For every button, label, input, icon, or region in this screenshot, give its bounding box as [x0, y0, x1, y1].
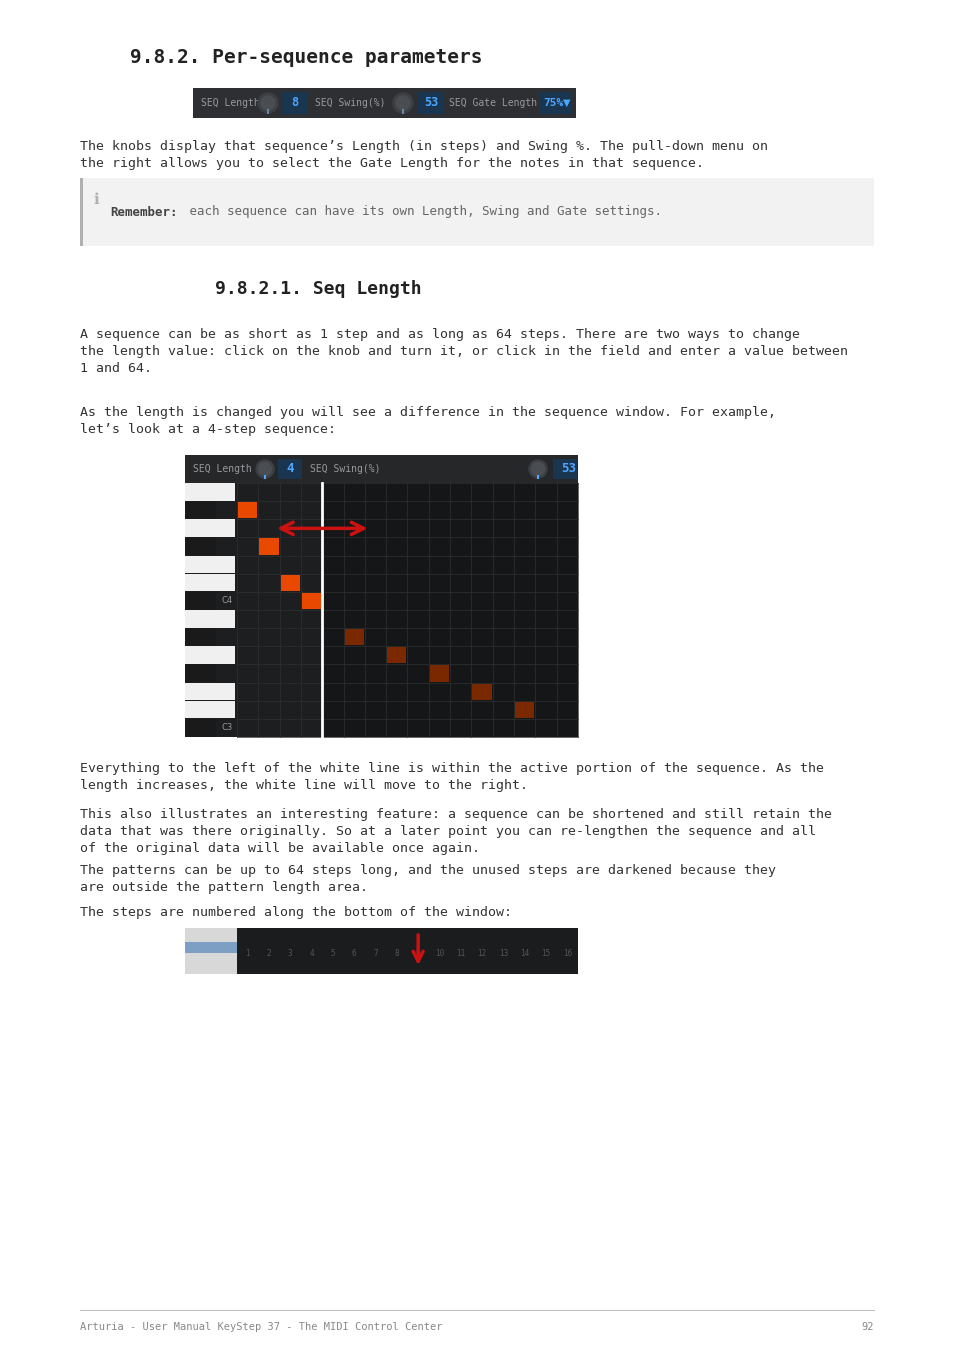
Bar	[185, 927, 236, 974]
Bar	[301, 593, 321, 609]
Text: 8: 8	[291, 96, 298, 110]
Circle shape	[258, 463, 272, 475]
Bar	[430, 665, 449, 681]
Bar	[282, 92, 308, 114]
Text: SEQ Length: SEQ Length	[201, 97, 259, 108]
Bar	[185, 483, 236, 737]
Text: 9.8.2.1. Seq Length: 9.8.2.1. Seq Length	[214, 280, 421, 298]
Text: 11: 11	[456, 949, 465, 957]
Circle shape	[529, 460, 546, 478]
Text: 3: 3	[288, 949, 293, 957]
Text: 9.8.2. Per-sequence parameters: 9.8.2. Per-sequence parameters	[130, 47, 482, 66]
Bar	[387, 647, 406, 663]
Text: are outside the pattern length area.: are outside the pattern length area.	[80, 881, 368, 894]
Bar	[185, 927, 578, 974]
Text: 15: 15	[541, 949, 550, 957]
Bar	[280, 574, 299, 590]
Text: C3: C3	[221, 723, 233, 733]
Bar	[80, 177, 83, 246]
Bar	[185, 483, 234, 501]
Text: 5: 5	[331, 949, 335, 957]
Text: each sequence can have its own Length, Swing and Gate settings.: each sequence can have its own Length, S…	[182, 206, 661, 218]
Text: 9: 9	[416, 949, 420, 957]
Text: 10: 10	[435, 949, 444, 957]
Bar	[185, 646, 234, 663]
Text: data that was there originally. So at a later point you can re-lengthen the sequ: data that was there originally. So at a …	[80, 825, 815, 838]
Bar	[259, 539, 278, 555]
Text: A sequence can be as short as 1 step and as long as 64 steps. There are two ways: A sequence can be as short as 1 step and…	[80, 328, 800, 341]
Bar	[185, 942, 236, 953]
Text: let’s look at a 4-step sequence:: let’s look at a 4-step sequence:	[80, 422, 335, 436]
Bar	[322, 483, 578, 737]
Bar	[193, 88, 576, 118]
Bar	[185, 592, 216, 609]
Circle shape	[395, 96, 410, 110]
Text: 8: 8	[395, 949, 398, 957]
Bar	[185, 611, 234, 628]
Bar	[538, 92, 571, 114]
Text: The steps are numbered along the bottom of the window:: The steps are numbered along the bottom …	[80, 906, 512, 919]
Text: of the original data will be available once again.: of the original data will be available o…	[80, 842, 479, 854]
Text: 4: 4	[309, 949, 314, 957]
Text: 4: 4	[286, 463, 294, 475]
Circle shape	[255, 460, 274, 478]
Bar	[515, 701, 534, 718]
Text: Everything to the left of the white line is within the active portion of the seq: Everything to the left of the white line…	[80, 762, 823, 774]
Bar	[236, 483, 578, 737]
Text: The knobs display that sequence’s Length (in steps) and Swing %. The pull-down m: The knobs display that sequence’s Length…	[80, 139, 767, 153]
Circle shape	[257, 93, 277, 112]
Text: 16: 16	[562, 949, 572, 957]
Bar	[185, 628, 216, 646]
Bar	[237, 502, 257, 519]
Text: 13: 13	[498, 949, 508, 957]
Bar	[185, 719, 216, 737]
Bar	[185, 574, 234, 592]
Text: 7: 7	[373, 949, 377, 957]
Text: 2: 2	[267, 949, 271, 957]
Bar	[185, 520, 234, 538]
Bar	[185, 455, 578, 483]
Text: the length value: click on the knob and turn it, or click in the field and enter: the length value: click on the knob and …	[80, 345, 847, 357]
Text: length increases, the white line will move to the right.: length increases, the white line will mo…	[80, 779, 527, 792]
Text: This also illustrates an interesting feature: a sequence can be shortened and st: This also illustrates an interesting fea…	[80, 808, 831, 821]
Text: C4: C4	[222, 596, 233, 605]
Text: 53: 53	[560, 463, 576, 475]
Text: SEQ Length: SEQ Length	[193, 464, 252, 474]
Text: The patterns can be up to 64 steps long, and the unused steps are darkened becau: The patterns can be up to 64 steps long,…	[80, 864, 775, 877]
Text: Arturia - User Manual KeyStep 37 - The MIDI Control Center: Arturia - User Manual KeyStep 37 - The M…	[80, 1322, 442, 1332]
Text: 6: 6	[352, 949, 356, 957]
Bar	[80, 177, 873, 246]
Circle shape	[261, 96, 274, 110]
Text: ▼: ▼	[562, 97, 570, 108]
Text: 92: 92	[861, 1322, 873, 1332]
Text: SEQ Gate Length: SEQ Gate Length	[449, 97, 537, 108]
Bar	[277, 459, 302, 479]
Bar	[185, 682, 234, 700]
Text: SEQ Swing(%): SEQ Swing(%)	[310, 464, 380, 474]
Bar	[417, 92, 443, 114]
Bar	[553, 459, 577, 479]
Text: 1 and 64.: 1 and 64.	[80, 362, 152, 375]
Text: 1: 1	[245, 949, 250, 957]
Bar	[185, 455, 578, 737]
Bar	[185, 555, 234, 573]
Bar	[472, 684, 491, 700]
Text: Remember:: Remember:	[110, 206, 177, 218]
Bar	[185, 665, 216, 682]
Text: ℹ: ℹ	[93, 192, 99, 207]
Circle shape	[531, 463, 544, 475]
Circle shape	[393, 93, 413, 112]
Text: 75%: 75%	[542, 97, 562, 108]
Bar	[185, 501, 216, 519]
Bar	[236, 927, 578, 974]
Text: As the length is changed you will see a difference in the sequence window. For e: As the length is changed you will see a …	[80, 406, 775, 418]
Bar	[185, 701, 234, 719]
Text: SEQ Swing(%): SEQ Swing(%)	[314, 97, 385, 108]
Bar	[185, 538, 216, 555]
Text: 53: 53	[423, 96, 437, 110]
Text: the right allows you to select the Gate Length for the notes in that sequence.: the right allows you to select the Gate …	[80, 157, 703, 171]
Text: 12: 12	[476, 949, 486, 957]
Bar	[344, 630, 363, 646]
Text: 14: 14	[519, 949, 529, 957]
